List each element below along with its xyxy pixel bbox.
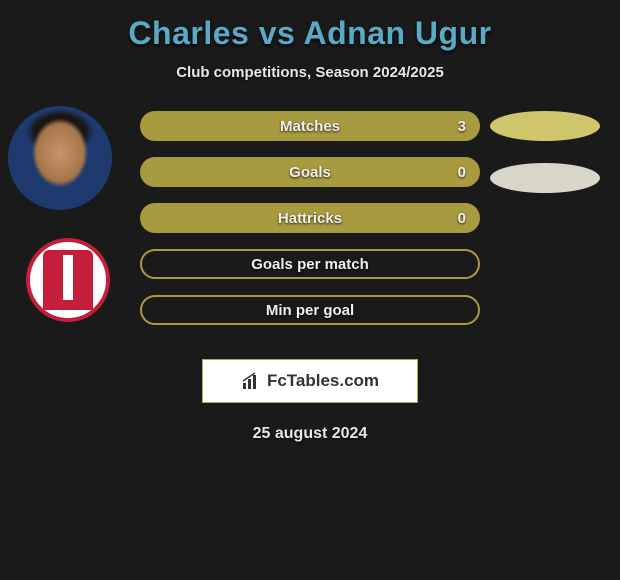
player1-avatar [8, 106, 112, 210]
indicator-ellipse [490, 111, 600, 141]
stat-label: Hattricks [278, 210, 342, 227]
comparison-card: Charles vs Adnan Ugur Club competitions,… [0, 0, 620, 453]
stat-bar-min-per-goal: Min per goal [140, 295, 480, 325]
player2-club-badge [26, 238, 110, 322]
player1-face-image [8, 106, 112, 210]
chart-icon [241, 371, 261, 391]
page-title: Charles vs Adnan Ugur [0, 15, 620, 52]
stat-value: 0 [458, 164, 466, 181]
logo-text: FcTables.com [267, 371, 379, 391]
stat-bar-matches: Matches 3 [140, 111, 480, 141]
stats-content: Matches 3 Goals 0 Hattricks 0 Goals per … [0, 111, 620, 351]
subtitle: Club competitions, Season 2024/2025 [0, 64, 620, 81]
stat-label: Matches [280, 118, 340, 135]
club-badge-icon [43, 250, 93, 310]
stat-value: 3 [458, 118, 466, 135]
source-logo[interactable]: FcTables.com [202, 359, 418, 403]
stat-label: Goals [289, 164, 331, 181]
stat-bars-column: Matches 3 Goals 0 Hattricks 0 Goals per … [140, 111, 480, 341]
stat-label: Min per goal [266, 302, 354, 319]
stat-bar-goals-per-match: Goals per match [140, 249, 480, 279]
stat-value: 0 [458, 210, 466, 227]
indicator-ellipse [490, 163, 600, 193]
stat-bar-goals: Goals 0 [140, 157, 480, 187]
player-avatars [8, 106, 112, 210]
stat-bar-hattricks: Hattricks 0 [140, 203, 480, 233]
right-indicators [490, 111, 600, 215]
stat-label: Goals per match [251, 256, 369, 273]
date-text: 25 august 2024 [0, 425, 620, 443]
